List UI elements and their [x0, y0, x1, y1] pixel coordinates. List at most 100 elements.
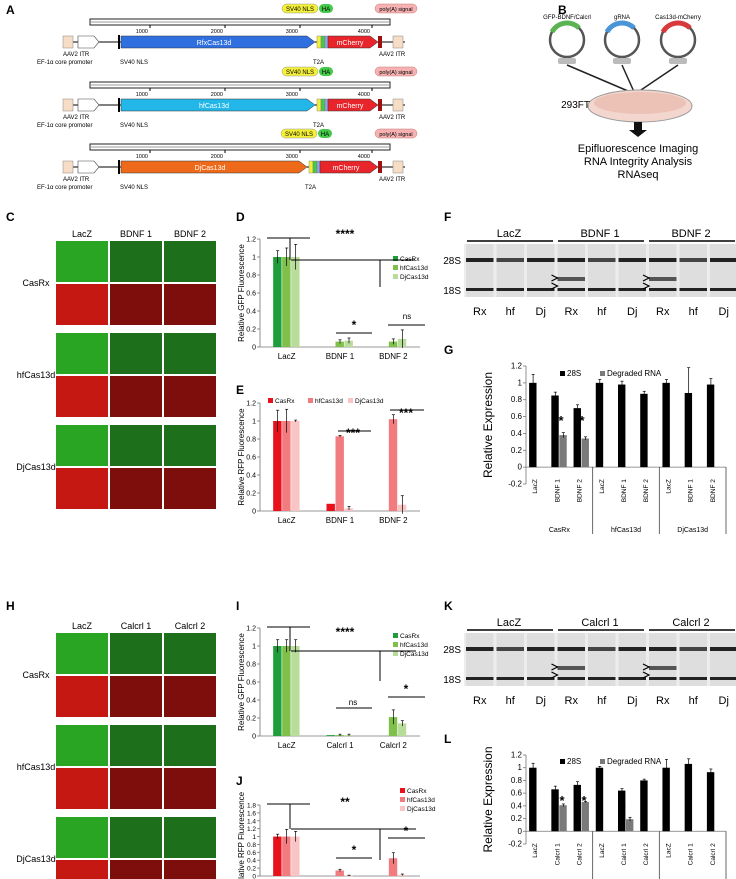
- gfp-image-tile: [56, 241, 108, 282]
- bar-hfcas13d: [282, 421, 291, 511]
- legend-label: hfCas13d: [400, 642, 428, 649]
- cas13d-gene-label: DjCas13d: [195, 165, 226, 172]
- nls-marker: [118, 98, 120, 112]
- sv40-nls-tag: [280, 128, 318, 139]
- t2a-segment: [316, 160, 321, 174]
- band-28s: [710, 258, 736, 262]
- panel-label-l: L: [444, 732, 451, 746]
- sv40-nls-tag: [281, 66, 319, 77]
- y-tick-label: 1: [252, 419, 256, 426]
- nls-label: SV40 NLS: [120, 60, 148, 66]
- panel-label-j: J: [236, 774, 243, 788]
- band-28s: [557, 258, 585, 262]
- y-tick-label: 1.2: [246, 401, 256, 408]
- gfp-image-tile: [56, 333, 108, 374]
- itr-3-label: AAV2 ITR: [379, 115, 406, 121]
- scale-tick-label: 4000: [358, 29, 370, 35]
- gel-lane-label: Dj: [719, 695, 729, 707]
- promoter-arrow: [77, 98, 100, 112]
- band-28s: [496, 647, 524, 651]
- legend-swatch: [268, 398, 273, 403]
- sv40-nls-tag-label: SV40 NLS: [286, 7, 314, 13]
- itr-5-box: [62, 98, 74, 112]
- gel-lane-label: Dj: [536, 695, 546, 707]
- nls-label: SV40 NLS: [120, 123, 148, 129]
- significance-label: *: [352, 318, 357, 332]
- band-28s: [496, 258, 524, 262]
- gfp-image-tile: [164, 817, 216, 858]
- y-tick-label: 0.6: [247, 850, 256, 857]
- mcherry-arrow: [319, 160, 379, 174]
- arrowhead-icon: [551, 274, 559, 282]
- bar-hfcas13d: [388, 858, 398, 876]
- y-tick-label: 1.2: [246, 626, 256, 633]
- ha-tag-label: HA: [322, 7, 330, 13]
- y-tick-label: 0.8: [511, 776, 523, 785]
- rfp-image-tile: [164, 468, 216, 509]
- ha-tag: [318, 129, 332, 138]
- significance-label: *: [352, 843, 357, 857]
- gel-group-label: LacZ: [497, 228, 522, 240]
- band-18s: [679, 288, 707, 291]
- rfp-image-tile: [110, 768, 162, 809]
- ha-segment: [320, 98, 326, 112]
- bar-28s: [595, 382, 604, 468]
- rfp-image-tile: [110, 676, 162, 717]
- marker-18s-label: 18S: [443, 675, 461, 686]
- legend-swatch: [348, 398, 353, 403]
- bar-casrx: [273, 257, 282, 347]
- band-18s: [557, 677, 585, 680]
- gfp-image-tile: [56, 817, 108, 858]
- y-tick-label: 0.8: [247, 842, 256, 849]
- y-tick-label: 0.6: [511, 789, 523, 798]
- x-tick-label: BDNF 2: [577, 479, 584, 503]
- panel-label-i: I: [236, 599, 239, 613]
- t2a-label: T2A: [305, 185, 316, 191]
- rfp-image-tile: [164, 860, 216, 879]
- y-tick-label: 0.6: [246, 291, 256, 298]
- y-tick-label: 0.6: [246, 680, 256, 687]
- legend-label: hfCas13d: [400, 265, 428, 272]
- gfp-image-tile: [110, 425, 162, 466]
- legend-label: CasRx: [275, 398, 295, 405]
- x-tick-label: BDNF 1: [621, 479, 628, 503]
- micro-row-label: DjCas13d: [16, 462, 56, 472]
- plasmid-label: gRNA: [614, 15, 630, 21]
- x-tick-label: Calcrl 2: [577, 843, 584, 865]
- gel-group-label: LacZ: [497, 617, 522, 629]
- tube-cap: [669, 58, 687, 64]
- y-tick-label: 1: [252, 834, 256, 841]
- bar-28s: [706, 772, 715, 832]
- itr-3-box: [392, 98, 404, 112]
- micro-row-label: CasRx: [22, 278, 50, 288]
- plasmid-label: Cas13d-mCherry: [655, 15, 701, 21]
- ha-segment: [320, 35, 326, 49]
- bar-28s: [573, 408, 581, 468]
- gel-lane-label: Rx: [565, 695, 579, 707]
- bar-djcas13d: [291, 421, 300, 511]
- bar-28s: [706, 384, 715, 468]
- gfp-image-tile: [110, 633, 162, 674]
- t2a-segment: [324, 98, 329, 112]
- y-tick-label: 0.8: [511, 395, 523, 404]
- legend-swatch: [308, 398, 313, 403]
- bar-hfcas13d: [388, 717, 398, 736]
- micro-column-label: BDNF 1: [120, 229, 152, 239]
- bar-28s: [595, 767, 604, 832]
- plasmid-label: GFP-BDNF/Calcrl: [543, 15, 591, 21]
- tube-cap: [558, 58, 576, 64]
- band-18s: [527, 288, 555, 291]
- y-tick-label: 0: [252, 345, 256, 352]
- x-tick-label: LacZ: [278, 516, 296, 525]
- bar-degraded-rna: [559, 435, 567, 468]
- polya-tag-label: poly(A) signal: [379, 132, 412, 138]
- band-28s: [588, 258, 616, 262]
- sv40-nls-tag-label: SV40 NLS: [285, 132, 313, 138]
- x-tick-label: Calcrl 1: [688, 843, 695, 865]
- legend-swatch: [400, 788, 405, 793]
- rfp-image-tile: [164, 676, 216, 717]
- y-tick-label: 1.2: [246, 237, 256, 244]
- bar-casrx: [273, 421, 282, 511]
